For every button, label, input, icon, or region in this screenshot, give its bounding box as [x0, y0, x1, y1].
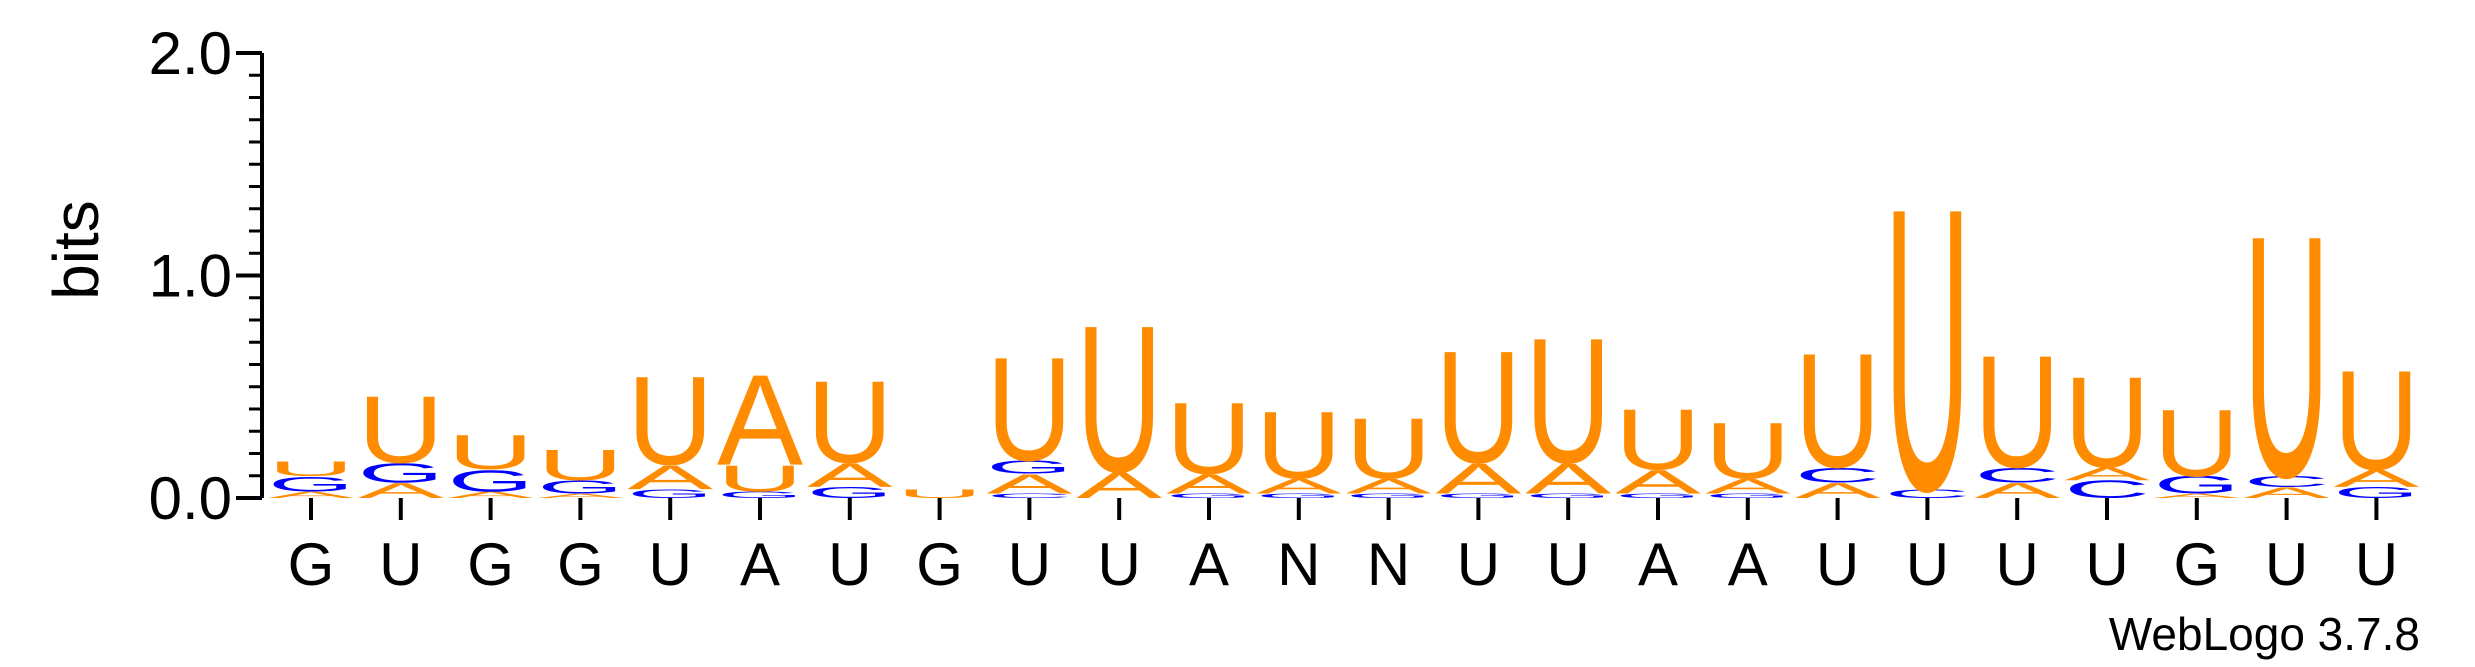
logo-letter-C: C [1795, 463, 1881, 487]
x-tick-label: U [2355, 531, 2398, 598]
logo-letter-U: U [1615, 391, 1701, 488]
logo-letter-C: C [1884, 487, 1970, 501]
logo-letter-A: A [2244, 484, 2331, 501]
x-tick-label: A [1728, 531, 1768, 598]
x-tick-label: U [2085, 531, 2128, 598]
logo-letter-U: U [2244, 163, 2330, 549]
logo-letter-A: A [717, 347, 803, 492]
logo-letter-G: G [1525, 493, 1611, 500]
logo-letter-G: G [1435, 493, 1521, 500]
logo-letter-A: A [268, 490, 355, 500]
logo-letter-G: G [268, 472, 354, 496]
logo-letter-U: U [2333, 341, 2419, 499]
x-tick-label: U [1816, 531, 1859, 598]
logo-letter-U: U [537, 442, 623, 490]
logo-letter-U: U [986, 327, 1072, 492]
logo-letter-C: C [1974, 463, 2060, 487]
logo-letter-G: G [448, 463, 534, 498]
y-tick-label: 0.0 [149, 465, 232, 532]
x-tick-label: N [1277, 531, 1320, 598]
logo-letter-G: G [358, 457, 444, 488]
x-tick-label: U [379, 531, 422, 598]
logo-letter-A: A [448, 490, 535, 500]
logo-letter-U: U [1346, 399, 1432, 496]
logo-letter-G: G [1346, 493, 1432, 500]
x-tick-label: U [649, 531, 692, 598]
logo-letter-A: A [1974, 479, 2061, 503]
logo-letter-C: C [2244, 473, 2330, 490]
logo-letter-G: G [1256, 493, 1342, 500]
logo-letter-A: A [358, 479, 445, 503]
logo-letter-G: G [627, 487, 713, 501]
logo-letter-U: U [1166, 383, 1252, 496]
weblogo-credit: WebLogo 3.7.8 [2109, 608, 2420, 660]
logo-letter-G: G [1166, 493, 1252, 500]
logo-letter-U: U [717, 458, 803, 499]
logo-letter-U: U [627, 352, 713, 493]
logo-letter-A: A [537, 493, 624, 500]
logo-letter-U: U [1795, 318, 1881, 501]
logo-letter-A: A [1166, 469, 1252, 500]
logo-letter-A: A [1615, 463, 1701, 501]
x-tick-label: G [2173, 531, 2220, 598]
x-tick-label: G [467, 531, 514, 598]
logo-letter-C: C [986, 493, 1072, 500]
logo-letter-A: A [2154, 493, 2241, 500]
x-tick-label: A [740, 531, 780, 598]
logo-letter-A: A [986, 469, 1072, 500]
x-tick-label: U [1457, 531, 1500, 598]
x-tick-label: N [1367, 531, 1410, 598]
logo-letter-A: A [1346, 474, 1433, 498]
logo-letter-U: U [2154, 389, 2240, 496]
logo-letter-U: U [2064, 349, 2150, 494]
x-tick-label: A [1189, 531, 1229, 598]
y-tick-label: 2.0 [149, 20, 232, 87]
logo-letter-A: A [1525, 455, 1612, 503]
logo-letter-U: U [448, 425, 534, 480]
x-tick-label: G [288, 531, 335, 598]
logo-letter-U: U [897, 487, 983, 501]
logo-letter-A: A [1795, 479, 1882, 503]
x-tick-label: U [1996, 531, 2039, 598]
x-tick-label: U [1008, 531, 1051, 598]
x-tick-label: U [1906, 531, 1949, 598]
y-axis-label: bits [40, 200, 112, 300]
logo-letter-G: G [807, 484, 893, 501]
logo-letter-G: G [2154, 472, 2240, 499]
logo-letter-A: A [1256, 474, 1343, 498]
x-tick-label: U [1547, 531, 1590, 598]
logo-letter-G: G [2333, 484, 2419, 501]
logo-letter-A: A [627, 458, 713, 496]
logo-letter-U: U [1076, 281, 1162, 516]
logo-letter-G: G [986, 457, 1072, 478]
logo-letter-A: A [2333, 465, 2420, 492]
y-tick-label: 1.0 [149, 243, 232, 310]
x-tick-label: A [1638, 531, 1678, 598]
x-tick-label: U [828, 531, 871, 598]
logo-letter-U: U [1525, 301, 1611, 501]
y-axis: 0.0 1.0 2.0 [149, 20, 264, 532]
logo-letter-U: U [1256, 391, 1342, 498]
logo-letter-G: G [537, 477, 623, 498]
logo-letter-G: G [1615, 493, 1701, 500]
logo-letter-U: U [358, 375, 444, 482]
logo-letter-U: U [268, 457, 354, 481]
logo-letter-A: A [1435, 455, 1522, 503]
logo-letter-A: A [2064, 464, 2150, 485]
logo-letter-A: A [1705, 474, 1792, 498]
logo-letter-U: U [807, 357, 893, 488]
x-tick-label: U [1098, 531, 1141, 598]
x-tick-label: G [916, 531, 963, 598]
logo-letter-G: G [1705, 493, 1791, 500]
logo-letter-U: U [1705, 406, 1791, 495]
logo-letter-G: G [717, 490, 803, 500]
logo-letter-A: A [807, 456, 893, 494]
logo-letter-U: U [1435, 318, 1521, 497]
logo-letter-U: U [1974, 323, 2060, 502]
x-tick-label: U [2265, 531, 2308, 598]
x-tick-label: G [557, 531, 604, 598]
